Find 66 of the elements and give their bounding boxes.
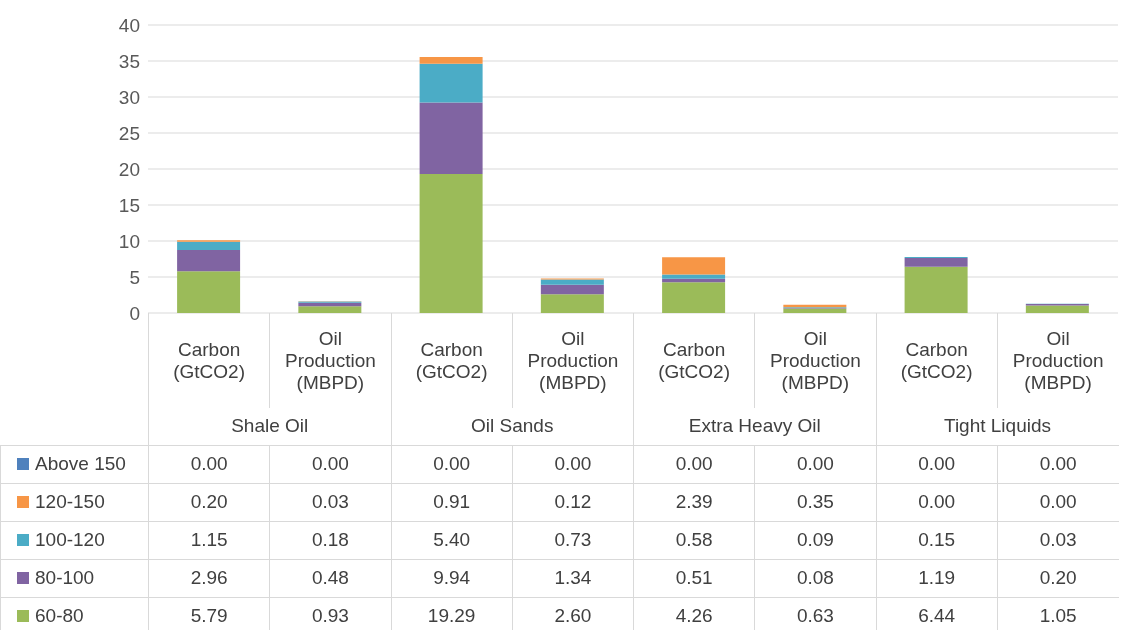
data-label: 1.05 bbox=[997, 597, 1119, 630]
text: Oil Sands bbox=[391, 408, 634, 445]
data-label: 0.00 bbox=[269, 445, 391, 483]
data-label: 0.00 bbox=[512, 445, 634, 483]
data-label: 0.20 bbox=[997, 559, 1119, 597]
data-label: 0.18 bbox=[269, 521, 391, 559]
data-label: 1.34 bbox=[512, 559, 634, 597]
legend-label: 60-80 bbox=[0, 597, 149, 630]
data-label: 0.51 bbox=[633, 559, 755, 597]
y-tick-label: 15 bbox=[118, 194, 140, 216]
legend-label: Above 150 bbox=[0, 445, 149, 483]
text: Shale Oil bbox=[148, 408, 391, 445]
x-tick-label: Carbon (GtCO2) bbox=[657, 338, 731, 383]
data-label: 2.39 bbox=[633, 483, 755, 521]
data-label: 0.12 bbox=[512, 483, 634, 521]
data-label: 0.00 bbox=[997, 483, 1119, 521]
data-label: 0.00 bbox=[876, 445, 998, 483]
y-tick-label: 25 bbox=[118, 122, 140, 144]
data-label: 0.20 bbox=[148, 483, 270, 521]
y-tick-label: 40 bbox=[118, 14, 140, 36]
x-tick-label: Oil Production (MBPD) bbox=[1011, 327, 1105, 394]
x-tick-label: Oil Production (MBPD) bbox=[283, 327, 377, 394]
x-tick-label: Carbon (GtCO2) bbox=[899, 338, 974, 383]
y-tick-label: 5 bbox=[129, 266, 140, 288]
data-label: 1.15 bbox=[148, 521, 270, 559]
data-label: 0.73 bbox=[512, 521, 634, 559]
data-label: 0.00 bbox=[633, 445, 755, 483]
x-tick-label: Oil Production (MBPD) bbox=[768, 327, 862, 394]
data-label: 0.58 bbox=[633, 521, 755, 559]
data-label: 0.00 bbox=[391, 445, 513, 483]
data-label: 9.94 bbox=[391, 559, 513, 597]
data-label: 0.00 bbox=[876, 483, 998, 521]
data-label: 0.09 bbox=[754, 521, 876, 559]
y-tick-label: 30 bbox=[118, 86, 140, 108]
y-tick-label: 35 bbox=[118, 50, 140, 72]
data-label: 1.19 bbox=[876, 559, 998, 597]
data-label: 0.00 bbox=[754, 445, 876, 483]
data-label: 2.96 bbox=[148, 559, 270, 597]
data-label: 6.44 bbox=[876, 597, 998, 630]
data-label: 0.48 bbox=[269, 559, 391, 597]
data-label: 2.60 bbox=[512, 597, 634, 630]
y-tick-label: 0 bbox=[129, 302, 140, 324]
y-tick-label: 10 bbox=[118, 230, 140, 252]
data-label: 4.26 bbox=[633, 597, 755, 630]
text: Tight Liquids bbox=[876, 408, 1119, 445]
data-label: 0.93 bbox=[269, 597, 391, 630]
data-label: 5.79 bbox=[148, 597, 270, 630]
data-label: 0.00 bbox=[997, 445, 1119, 483]
legend-label: 120-150 bbox=[0, 483, 149, 521]
y-tick-label: 20 bbox=[118, 158, 140, 180]
x-tick-label: Carbon (GtCO2) bbox=[414, 338, 489, 383]
x-tick-label: Carbon (GtCO2) bbox=[172, 338, 246, 383]
legend-label: 100-120 bbox=[0, 521, 149, 559]
data-label: 0.03 bbox=[269, 483, 391, 521]
data-label: 0.35 bbox=[754, 483, 876, 521]
data-label: 0.15 bbox=[876, 521, 998, 559]
x-tick-label: Oil Production (MBPD) bbox=[526, 327, 620, 394]
data-label: 0.91 bbox=[391, 483, 513, 521]
data-label: 0.08 bbox=[754, 559, 876, 597]
data-label: 0.63 bbox=[754, 597, 876, 630]
data-label: 0.03 bbox=[997, 521, 1119, 559]
data-label: 5.40 bbox=[391, 521, 513, 559]
data-label: 19.29 bbox=[391, 597, 513, 630]
text: Extra Heavy Oil bbox=[633, 408, 876, 445]
data-label: 0.00 bbox=[148, 445, 270, 483]
legend-label: 80-100 bbox=[0, 559, 149, 597]
